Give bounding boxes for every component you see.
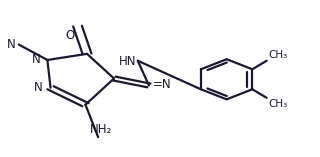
Text: HN: HN <box>119 55 136 68</box>
Text: CH₃: CH₃ <box>268 99 287 108</box>
Text: O: O <box>65 29 74 42</box>
Text: CH₃: CH₃ <box>268 50 287 60</box>
Text: N: N <box>34 81 43 94</box>
Text: N: N <box>7 38 16 51</box>
Text: =N: =N <box>153 78 171 91</box>
Text: N: N <box>32 54 41 67</box>
Text: NH₂: NH₂ <box>90 123 112 135</box>
